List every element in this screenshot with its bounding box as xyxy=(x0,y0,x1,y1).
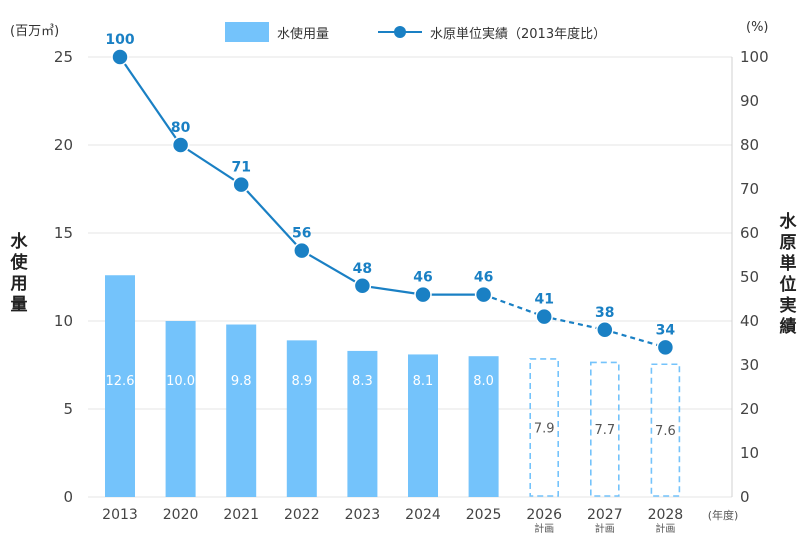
left-tick-label: 10 xyxy=(54,312,73,330)
bar-planned xyxy=(650,363,681,497)
right-axis-unit: (%) xyxy=(746,20,769,35)
bar-value-label: 8.9 xyxy=(291,374,312,389)
bar xyxy=(408,354,438,497)
right-axis-title: 水原単位実績 xyxy=(779,212,797,337)
line-value-label: 71 xyxy=(231,160,250,176)
x-tick-label: 2028 xyxy=(648,507,684,523)
left-axis-unit: (百万㎥) xyxy=(10,24,60,39)
line-point xyxy=(111,48,129,66)
legend-line-label: 水原単位実績（2013年度比） xyxy=(430,26,607,42)
bar-value-label: 12.6 xyxy=(106,374,135,389)
right-tick-label: 0 xyxy=(740,488,750,506)
bar-value-label: 8.3 xyxy=(352,374,373,389)
bar xyxy=(468,356,499,497)
x-tick-note: 計画 xyxy=(534,522,554,535)
right-tick-label: 70 xyxy=(740,180,759,198)
left-tick-label: 15 xyxy=(54,224,73,242)
line-point xyxy=(656,338,675,357)
bar-value-label: 9.8 xyxy=(231,374,252,389)
line-value-label: 48 xyxy=(353,261,372,277)
legend-item-water-intensity: 水原単位実績（2013年度比） xyxy=(378,22,606,42)
line-point xyxy=(353,277,372,295)
line-point xyxy=(474,285,493,304)
left-axis-title: 水使用量 xyxy=(10,232,28,315)
x-tick-label: 2021 xyxy=(223,507,259,523)
legend-bar-swatch xyxy=(225,22,269,42)
right-tick-label: 20 xyxy=(740,400,759,418)
right-tick-label: 50 xyxy=(740,268,759,286)
bar xyxy=(165,321,196,497)
bar-planned xyxy=(529,358,560,497)
legend-bar-label: 水使用量 xyxy=(277,26,330,42)
bar-value-label: 8.1 xyxy=(413,374,434,389)
bar xyxy=(226,324,257,497)
x-tick-label: 2020 xyxy=(163,507,199,523)
x-tick-note: 計画 xyxy=(655,522,675,535)
x-tick-label: 2027 xyxy=(587,507,623,523)
line-value-label: 38 xyxy=(595,305,614,321)
line-value-label: 100 xyxy=(105,32,134,48)
left-tick-label: 20 xyxy=(54,136,73,154)
line-point xyxy=(171,136,190,154)
line-value-label: 80 xyxy=(171,120,191,136)
left-tick-label: 5 xyxy=(63,400,73,418)
bar-value-label: 7.7 xyxy=(594,423,615,438)
legend-line-swatch xyxy=(378,22,422,42)
line-value-label: 46 xyxy=(474,270,493,286)
legend-item-water-usage: 水使用量 xyxy=(225,22,329,42)
line-point xyxy=(596,321,614,339)
x-tick-label: 2026 xyxy=(526,507,562,523)
line-point xyxy=(232,175,250,194)
right-tick-label: 60 xyxy=(740,224,759,242)
line-value-label: 46 xyxy=(413,270,432,286)
line-value-label: 41 xyxy=(534,292,553,308)
bar xyxy=(286,340,317,497)
right-tick-label: 40 xyxy=(740,312,759,330)
line-value-label: 34 xyxy=(656,322,676,338)
bar-value-label: 7.9 xyxy=(534,421,555,436)
line-point xyxy=(414,285,432,304)
right-tick-label: 10 xyxy=(740,444,759,462)
left-tick-label: 25 xyxy=(54,48,73,66)
bar-planned xyxy=(589,361,620,497)
x-tick-label: 2022 xyxy=(284,507,320,523)
x-axis-unit: (年度) xyxy=(708,508,739,522)
x-tick-label: 2024 xyxy=(405,507,441,523)
line-point xyxy=(535,307,553,326)
left-tick-label: 0 xyxy=(63,488,73,506)
line-value-label: 56 xyxy=(292,226,311,242)
x-tick-label: 2023 xyxy=(345,507,381,523)
x-tick-label: 2025 xyxy=(466,507,502,523)
x-tick-note: 計画 xyxy=(595,522,615,535)
right-tick-label: 30 xyxy=(740,356,759,374)
right-tick-label: 100 xyxy=(740,48,769,66)
bar xyxy=(347,350,378,497)
right-tick-label: 80 xyxy=(740,136,759,154)
bar-value-label: 7.6 xyxy=(655,424,676,439)
bar-value-label: 10.0 xyxy=(166,374,195,389)
bar-value-label: 8.0 xyxy=(473,374,494,389)
line-point xyxy=(293,241,311,260)
bar xyxy=(105,275,135,497)
x-tick-label: 2013 xyxy=(102,507,138,523)
right-tick-label: 90 xyxy=(740,92,759,110)
